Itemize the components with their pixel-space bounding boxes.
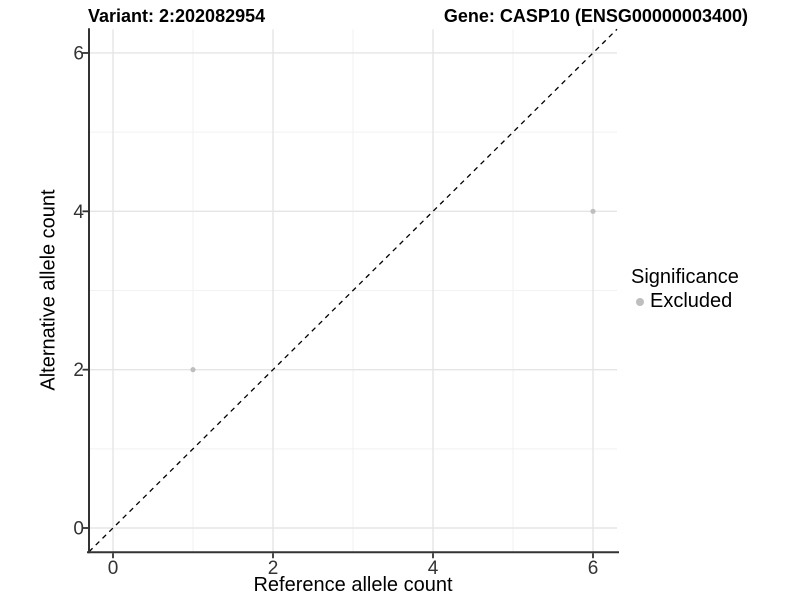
title-variant: Variant: 2:202082954 (88, 6, 266, 26)
x-axis-title: Reference allele count (253, 574, 453, 596)
x-tick-label: 2 (268, 558, 279, 579)
title-gene: Gene: CASP10 (ENSG00000003400) (443, 6, 748, 26)
data-point (590, 208, 596, 214)
legend-key-dot (636, 297, 644, 306)
plot-title: Variant: 2:202082954 Gene: CASP10 (ENSG0… (88, 5, 748, 27)
y-tick-label: 6 (73, 43, 84, 64)
y-tick-label: 2 (73, 360, 84, 381)
x-tick-label: 4 (428, 558, 439, 579)
identity-line (88, 28, 618, 553)
x-tick-label: 6 (588, 558, 599, 579)
data-point (190, 367, 196, 373)
y-tick-label: 0 (73, 519, 84, 540)
y-axis-title: Alternative allele count (37, 189, 60, 391)
y-tick-label: 4 (73, 202, 84, 223)
legend-entry-excluded: Excluded (631, 290, 739, 313)
legend-title: Significance (631, 266, 739, 288)
legend-entry-label: Excluded (650, 290, 733, 312)
legend: Significance Excluded (631, 266, 739, 313)
x-tick-label: 0 (108, 558, 119, 579)
